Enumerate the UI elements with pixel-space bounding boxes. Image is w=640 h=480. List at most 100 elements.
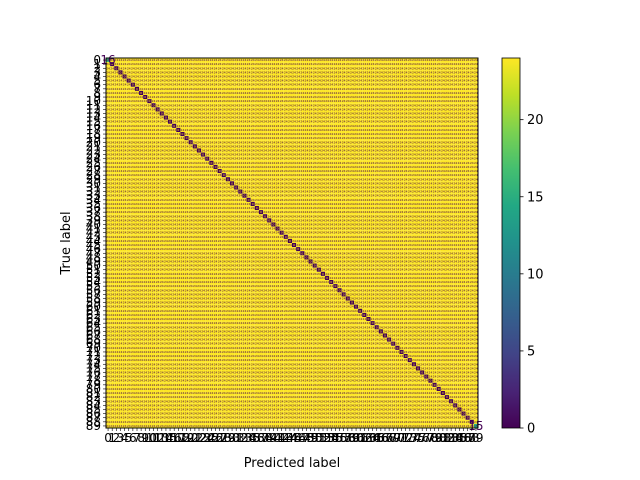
matrix-cell <box>151 58 156 63</box>
matrix-cell <box>271 62 276 67</box>
matrix-cell <box>246 58 251 63</box>
matrix-cell <box>399 58 404 63</box>
matrix-cell <box>126 66 131 71</box>
matrix-cell <box>180 58 185 63</box>
matrix-cell <box>134 66 140 71</box>
matrix-cell <box>432 58 437 63</box>
matrix-cell <box>312 58 317 63</box>
matrix-cell <box>275 62 280 67</box>
matrix-cell <box>221 58 226 63</box>
matrix-cell <box>126 58 131 63</box>
matrix-cell <box>163 62 169 67</box>
matrix-cell <box>469 58 474 63</box>
matrix-cell <box>354 62 359 67</box>
matrix-cell <box>316 62 321 67</box>
matrix-cell <box>184 58 189 63</box>
matrix-cell <box>287 58 293 63</box>
matrix-cell <box>205 58 210 63</box>
matrix-cell <box>304 58 309 63</box>
matrix-cell <box>163 66 169 71</box>
matrix-cell <box>424 62 429 67</box>
matrix-cell <box>461 58 466 63</box>
matrix-cell <box>106 66 111 71</box>
matrix-cell <box>234 58 239 63</box>
matrix-cell <box>267 62 272 67</box>
matrix-cell <box>453 62 458 67</box>
matrix-cell <box>168 58 173 63</box>
matrix-cell <box>279 62 284 67</box>
matrix-cell <box>279 58 284 63</box>
matrix-cell <box>349 58 355 63</box>
matrix-cell <box>130 66 135 71</box>
matrix-cell <box>110 66 115 71</box>
matrix-cell <box>110 62 115 67</box>
matrix-cell <box>345 58 350 63</box>
matrix-cell <box>130 62 135 67</box>
matrix-cell <box>263 58 268 63</box>
matrix-cell <box>217 62 222 67</box>
matrix-cell <box>416 58 421 63</box>
matrix-cell <box>366 58 371 63</box>
matrix-cell <box>399 62 404 67</box>
matrix-cell <box>395 62 400 67</box>
matrix-cell <box>424 58 429 63</box>
matrix-cell <box>345 62 350 67</box>
matrix-cell <box>205 62 210 67</box>
matrix-cell <box>176 58 181 63</box>
matrix-cell <box>225 58 231 63</box>
matrix-cell <box>461 62 466 67</box>
matrix-cell <box>155 66 160 71</box>
matrix-cell <box>168 62 173 67</box>
matrix-cell <box>234 62 239 67</box>
matrix-cell <box>436 62 441 67</box>
matrix-cell <box>192 62 197 67</box>
matrix-cell <box>312 62 317 67</box>
matrix-cell <box>258 58 264 63</box>
matrix-cell <box>407 62 412 67</box>
matrix-cell <box>159 66 164 71</box>
matrix-cell <box>453 58 458 63</box>
matrix-cell <box>449 58 454 63</box>
matrix-cell <box>242 62 247 67</box>
matrix-cell <box>122 58 127 63</box>
matrix-cell <box>118 66 123 71</box>
matrix-cell <box>333 62 338 67</box>
matrix-cell <box>143 58 148 63</box>
matrix-cell <box>403 62 408 67</box>
matrix-cell <box>246 62 251 67</box>
matrix-cell <box>436 58 441 63</box>
matrix-cell <box>130 58 135 63</box>
matrix-cell <box>329 58 334 63</box>
matrix-cell <box>370 58 375 63</box>
matrix-cell <box>444 62 450 67</box>
matrix-cell <box>283 58 288 63</box>
matrix-cell <box>341 62 346 67</box>
matrix-cell <box>378 58 383 63</box>
matrix-cell <box>308 58 313 63</box>
matrix-cell <box>275 58 280 63</box>
matrix-cell <box>106 62 111 67</box>
matrix-cell <box>416 62 421 67</box>
matrix-cell <box>139 66 144 71</box>
matrix-cell <box>258 62 264 67</box>
matrix-cell <box>395 58 400 63</box>
matrix-cell <box>370 62 375 67</box>
matrix-cell <box>180 62 185 67</box>
matrix-cell <box>139 62 144 67</box>
matrix-cell <box>217 58 222 63</box>
matrix-cell <box>358 62 363 67</box>
matrix-cell <box>440 58 445 63</box>
matrix-cell <box>254 62 259 67</box>
matrix-cell <box>122 66 127 71</box>
matrix-cell <box>155 58 160 63</box>
matrix-cell <box>420 58 425 63</box>
matrix-cell <box>139 58 144 63</box>
matrix-cell <box>213 58 218 63</box>
matrix-cell <box>196 58 202 63</box>
matrix-cell <box>192 58 197 63</box>
matrix-cell <box>428 58 433 63</box>
matrix-cell <box>188 58 193 63</box>
matrix-cell <box>250 62 255 67</box>
matrix-cell <box>196 62 202 67</box>
